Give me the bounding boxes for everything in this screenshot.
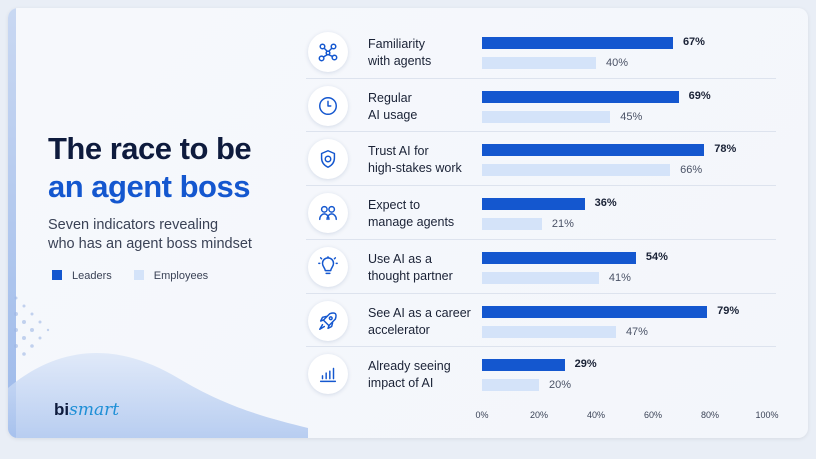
category-label: Already seeing impact of AI	[368, 358, 451, 392]
row-divider	[306, 185, 776, 187]
value-label-leaders: 67%	[682, 36, 705, 48]
row-divider	[306, 77, 776, 79]
bar-chart-icon	[308, 354, 348, 395]
bar-employees	[482, 325, 616, 338]
category-label: See AI as a career accelerator	[368, 305, 471, 339]
lightbulb-icon	[308, 246, 348, 287]
x-tick-label: 100%	[755, 410, 779, 420]
category-label-line-1: Familiarity	[368, 37, 425, 51]
clock-icon	[308, 85, 348, 126]
value-label-leaders: 54%	[645, 250, 668, 263]
value-label-leaders: 78%	[714, 143, 737, 156]
bar-leaders	[482, 251, 636, 264]
rocket-icon	[308, 300, 348, 341]
chart-row: Already seeing impact of AI 29% 20%	[0, 349, 816, 403]
value-label-leaders: 69%	[688, 89, 711, 102]
value-label-employees: 47%	[625, 325, 648, 338]
category-label: Use AI as a thought partner	[368, 251, 453, 285]
subtitle-line-2: who has an agent boss mindset	[48, 236, 252, 252]
value-label-employees: 21%	[551, 218, 574, 231]
value-label-employees: 20%	[549, 379, 572, 392]
legend-item-leaders: Leaders	[52, 270, 112, 282]
chart-row: Use AI as a thought partner 54% 41%	[0, 242, 816, 296]
bar-leaders	[482, 37, 673, 49]
row-divider	[306, 292, 776, 294]
category-label-line-1: See AI as a career	[368, 305, 471, 320]
value-label-employees: 41%	[608, 271, 631, 284]
bar-employees	[482, 110, 611, 123]
logo-part-2: smart	[69, 400, 120, 420]
chart-row: Expect to manage agents 36% 21%	[0, 188, 816, 242]
x-tick-label: 0%	[475, 410, 489, 420]
value-label-leaders: 36%	[594, 197, 617, 210]
title-line-1: The race to be	[48, 131, 252, 166]
category-label-line-2: AI usage	[368, 107, 418, 122]
category-label-line-1: Expect to	[368, 198, 421, 213]
legend-swatch-employees	[133, 270, 144, 280]
page-title: The race to be an agent boss	[48, 130, 252, 206]
title-line-2: an agent boss	[48, 169, 250, 204]
wave-decoration	[8, 296, 308, 438]
decorative-strip	[8, 8, 16, 438]
row-divider	[306, 346, 776, 348]
people-icon	[308, 193, 348, 234]
value-label-leaders: 29%	[574, 358, 597, 371]
chart-row: Familiarity with agents 67% 40%	[0, 27, 816, 81]
bar-leaders	[482, 144, 705, 157]
bar-employees	[482, 379, 539, 392]
category-label-line-2: impact of AI	[368, 376, 434, 391]
category-label-line-2: manage agents	[368, 215, 455, 230]
value-label-employees: 45%	[620, 110, 643, 123]
x-tick-label: 80%	[700, 410, 720, 420]
category-label-line-2: high-stakes work	[368, 161, 462, 176]
bar-leaders	[482, 305, 708, 318]
bar-leaders	[482, 359, 565, 372]
legend-label-employees: Employees	[153, 270, 209, 282]
infographic-card: The race to be an agent boss Seven indic…	[8, 8, 808, 438]
category-label-line-1: Regular	[368, 90, 412, 105]
category-label-line-1: Use AI as a	[368, 251, 432, 266]
legend-item-employees: Employees	[133, 270, 209, 282]
bar-employees	[482, 218, 542, 231]
shield-icon	[308, 139, 348, 180]
legend: Leaders Employees	[52, 270, 208, 282]
category-label: Regular AI usage	[368, 90, 417, 124]
row-divider	[306, 131, 776, 133]
category-label-line-2: thought partner	[368, 268, 453, 283]
value-label-employees: 40%	[606, 57, 629, 69]
chart-row: Regular AI usage 69% 45%	[0, 81, 816, 135]
bar-employees	[482, 271, 599, 284]
chart-row: See AI as a career accelerator 79% 47%	[0, 296, 816, 350]
bar-leaders	[482, 90, 679, 103]
category-label: Familiarity with agents	[368, 36, 431, 70]
x-tick-label: 20%	[529, 410, 549, 420]
value-label-employees: 66%	[680, 164, 703, 177]
logo-part-1: bi	[54, 400, 70, 419]
x-tick-label: 60%	[643, 410, 663, 420]
category-label-line-1: Already seeing	[368, 359, 451, 374]
row-divider	[306, 238, 776, 240]
category-label-line-2: with agents	[368, 54, 432, 68]
bismart-logo: bismart	[54, 400, 119, 420]
bar-leaders	[482, 198, 585, 211]
category-label: Trust AI for high-stakes work	[368, 143, 462, 177]
category-label: Expect to manage agents	[368, 197, 454, 231]
subtitle: Seven indicators revealing who has an ag…	[48, 216, 252, 254]
legend-swatch-leaders	[52, 270, 62, 280]
bar-employees	[482, 164, 671, 177]
network-nodes-icon	[308, 32, 348, 72]
subtitle-line-1: Seven indicators revealing	[48, 217, 219, 233]
legend-label-leaders: Leaders	[72, 270, 112, 282]
x-tick-label: 40%	[586, 410, 606, 420]
value-label-leaders: 79%	[717, 304, 740, 317]
category-label-line-1: Trust AI for	[368, 144, 429, 159]
bar-employees	[482, 57, 596, 69]
chart-row: Trust AI for high-stakes work 78% 66%	[0, 134, 816, 188]
category-label-line-2: accelerator	[368, 322, 430, 337]
